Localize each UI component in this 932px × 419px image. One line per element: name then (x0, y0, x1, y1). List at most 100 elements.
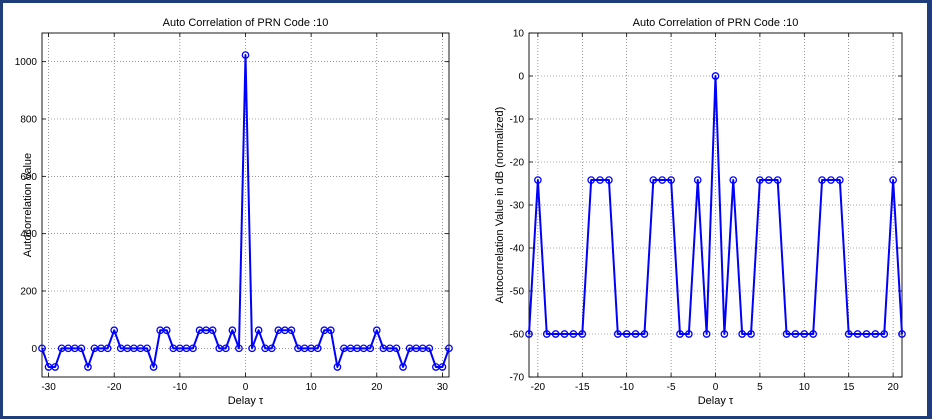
data-point (235, 344, 243, 353)
y-tick-label: 400 (20, 229, 37, 240)
chart-title: Auto Correlation of PRN Code :10 (633, 17, 799, 29)
y-tick-label: -10 (510, 115, 525, 126)
y-tick-label: -70 (510, 373, 525, 384)
data-point (747, 330, 755, 338)
autocorrelation-chart: -30 -20 -10 0 10 20 30 0 200 400 600 800 1000 Auto Co… (15, 17, 453, 407)
data-point (596, 176, 604, 184)
data-point (162, 326, 171, 335)
data-point (800, 330, 809, 338)
data-point (685, 330, 693, 338)
data-point (791, 330, 800, 338)
data-point (782, 330, 791, 338)
data-point (738, 330, 746, 338)
data-point (534, 176, 542, 184)
data-point (578, 330, 587, 338)
data-point (103, 344, 112, 353)
y-axis-label: Autocorrelation Value in dB (normalized) (494, 107, 506, 304)
data-point (756, 176, 764, 184)
y-tick-label: 0 (31, 344, 37, 355)
x-axis-label: Delay τ (698, 395, 734, 407)
data-point (631, 330, 640, 338)
x-tick-label: -30 (41, 382, 56, 393)
data-point (333, 363, 342, 371)
data-point (889, 176, 897, 184)
data-point (313, 344, 322, 353)
x-tick-label: 15 (843, 382, 855, 393)
x-tick-label: -20 (531, 382, 546, 393)
data-point (818, 176, 826, 184)
data-point (208, 326, 217, 335)
axes-box (528, 32, 903, 378)
data-point (372, 326, 381, 335)
data-point (693, 176, 702, 184)
data-point (254, 326, 263, 335)
data-point (587, 176, 596, 184)
data-point (221, 344, 230, 353)
data-point (189, 344, 197, 353)
data-point (676, 330, 684, 338)
data-point (809, 330, 818, 338)
y-tick-label: -50 (510, 287, 525, 298)
data-point (51, 363, 59, 371)
y-tick-label: 0 (518, 72, 524, 83)
data-point (844, 330, 853, 338)
data-point (77, 344, 86, 353)
y-tick-label: -20 (510, 158, 525, 169)
data-point (267, 344, 276, 353)
x-tick-label: 20 (888, 382, 900, 393)
x-tick-label: 0 (713, 382, 719, 393)
data-point (287, 326, 296, 335)
y-tick-label: 10 (513, 29, 525, 40)
data-point (640, 330, 649, 338)
data-point (729, 176, 738, 184)
data-point (425, 344, 434, 353)
data-point (853, 330, 862, 338)
data-point (880, 330, 889, 338)
x-tick-label: -10 (173, 382, 188, 393)
data-point (862, 330, 871, 338)
data-point (835, 176, 844, 184)
data-point (569, 330, 578, 338)
x-axis-label: Delay τ (228, 395, 264, 407)
x-tick-label: 0 (243, 382, 249, 393)
data-point (366, 344, 375, 353)
data-point (438, 363, 447, 371)
data-point (605, 176, 613, 184)
x-tick-label: 30 (437, 382, 449, 393)
x-tick-label: 5 (757, 382, 763, 393)
data-point (720, 330, 729, 338)
data-point (38, 344, 46, 353)
x-tick-label: -5 (667, 382, 676, 393)
x-tick-label: 10 (306, 382, 318, 393)
data-point (228, 326, 237, 335)
data-point (392, 344, 401, 353)
data-point (773, 176, 782, 184)
data-point (110, 326, 119, 335)
data-point (560, 330, 569, 338)
data-point (525, 330, 533, 338)
data-point (622, 330, 631, 338)
x-tick-label: 20 (371, 382, 383, 393)
data-point (241, 51, 250, 59)
data-point (326, 326, 335, 335)
series-line (41, 54, 450, 368)
data-point (399, 363, 407, 371)
data-point (149, 363, 158, 371)
y-tick-label: -60 (510, 330, 525, 341)
y-tick-label: -40 (510, 244, 525, 255)
x-tick-label: -20 (107, 382, 122, 393)
data-point (649, 176, 658, 184)
data-point (871, 330, 880, 338)
y-tick-label: 800 (20, 115, 37, 126)
data-point (667, 176, 675, 184)
y-tick-label: 200 (20, 287, 37, 298)
data-point (711, 72, 720, 80)
y-tick-label: 600 (20, 172, 37, 183)
data-point (542, 330, 551, 338)
data-point (702, 330, 711, 338)
x-tick-label: -15 (575, 382, 590, 393)
data-point (658, 176, 667, 184)
series-line (528, 75, 903, 335)
data-point (143, 344, 151, 353)
chart-title: Auto Correlation of PRN Code :10 (163, 17, 329, 29)
